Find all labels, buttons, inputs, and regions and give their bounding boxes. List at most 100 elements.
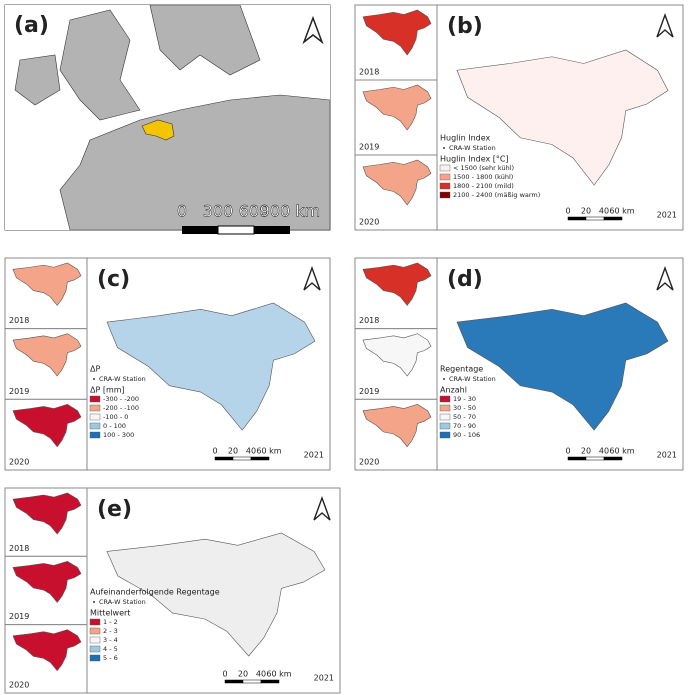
legend-swatch <box>90 423 100 429</box>
scale-label: 60 km <box>609 447 634 456</box>
scale-segment <box>568 457 586 460</box>
main-year: 2021 <box>657 211 677 220</box>
legend-item: 2100 - 2400 (mäßig warm) <box>453 191 540 199</box>
legend-swatch <box>440 432 450 438</box>
scale-label: 40 <box>599 447 609 456</box>
legend-swatch <box>90 414 100 420</box>
scale-label: 0 <box>177 202 187 221</box>
scale-label: 0 <box>212 447 217 456</box>
legend-swatch <box>90 646 100 652</box>
legend-station: CRA-W Station <box>99 375 146 383</box>
scale-label: 60 km <box>609 207 634 216</box>
legend-station-dot <box>93 601 95 603</box>
inset-year: 2018 <box>9 316 29 325</box>
legend-item: 100 - 300 <box>103 431 134 439</box>
legend-title: Huglin Index <box>440 134 491 143</box>
scale-label: 60 km <box>256 447 281 456</box>
legend-swatch <box>440 192 450 198</box>
main-year: 2021 <box>657 451 677 460</box>
legend-swatch <box>90 655 100 661</box>
legend-station: CRA-W Station <box>449 144 496 152</box>
legend-swatch <box>440 414 450 420</box>
legend-item: 90 - 106 <box>453 431 480 439</box>
legend-swatch <box>90 637 100 643</box>
legend-station-dot <box>443 378 445 380</box>
legend-swatch <box>440 183 450 189</box>
inset-year: 2019 <box>9 612 29 621</box>
scale-segment <box>215 457 233 460</box>
main-year: 2021 <box>304 451 324 460</box>
legend-station-dot <box>93 378 95 380</box>
scale-label: 20 <box>238 670 248 679</box>
scale-segment <box>233 457 251 460</box>
legend-item: 1500 - 1800 (kühl) <box>453 173 513 181</box>
legend-item: 4 - 5 <box>103 645 118 653</box>
main-year: 2021 <box>314 674 334 683</box>
scale-segment <box>586 217 604 220</box>
legend-swatch <box>90 628 100 634</box>
figure: (a) 0300600900 km201820192020(b)Huglin I… <box>0 0 688 695</box>
overview-panel: (a) <box>5 5 330 234</box>
inset-year: 2020 <box>9 681 29 690</box>
legend-station-dot <box>443 147 445 149</box>
legend-item: -200 - -100 <box>103 404 139 412</box>
legend-item: 50 - 70 <box>453 413 476 421</box>
legend-item: -100 - 0 <box>103 413 128 421</box>
panel-label: (a) <box>14 13 49 38</box>
legend-title: Aufeinanderfolgende Regentage <box>90 588 220 597</box>
legend-item: 5 - 6 <box>103 654 118 662</box>
legend-subtitle: Anzahl <box>440 386 467 395</box>
scale-segment <box>225 680 243 683</box>
scale-label: 300 <box>203 202 234 221</box>
legend-item: 19 - 30 <box>453 395 476 403</box>
panel-label: (c) <box>97 267 130 292</box>
legend-title: ΔP <box>90 365 100 374</box>
legend-title: Regentage <box>440 365 483 374</box>
inset-year: 2019 <box>359 143 379 152</box>
legend-item: < 1500 (sehr kühl) <box>453 164 514 172</box>
legend-swatch <box>90 396 100 402</box>
scale-label: 0 <box>565 447 570 456</box>
legend-swatch <box>90 405 100 411</box>
legend-item: 1800 - 2100 (mild) <box>453 182 514 190</box>
scale-segment <box>261 680 279 683</box>
legend-subtitle: Mittelwert <box>90 609 130 618</box>
legend-item: 0 - 100 <box>103 422 126 430</box>
scale-segment <box>604 217 622 220</box>
scale-segment <box>586 457 604 460</box>
scale-label: 20 <box>581 447 591 456</box>
scale-label: 0 <box>222 670 227 679</box>
panel-label: (d) <box>447 267 483 292</box>
legend-swatch <box>440 174 450 180</box>
scale-label: 40 <box>246 447 256 456</box>
map-panel: 201820192020(c)ΔPCRA-W StationΔP [mm]-30… <box>5 258 330 470</box>
scale-label: 40 <box>256 670 266 679</box>
legend-item: 3 - 4 <box>103 636 118 644</box>
panel-label: (e) <box>97 497 132 522</box>
scale-label: 0 <box>565 207 570 216</box>
scale-segment <box>243 680 261 683</box>
legend-swatch <box>440 423 450 429</box>
legend-swatch <box>90 619 100 625</box>
scale-label: 900 km <box>260 202 320 221</box>
scale-bar <box>182 226 290 234</box>
inset-year: 2020 <box>359 458 379 467</box>
scale-segment <box>568 217 586 220</box>
legend-station: CRA-W Station <box>99 598 146 606</box>
legend-item: 1 - 2 <box>103 618 118 626</box>
legend-subtitle: Huglin Index [°C] <box>440 155 509 164</box>
scale-label: 20 <box>581 207 591 216</box>
inset-year: 2020 <box>359 218 379 227</box>
scale-label: 40 <box>599 207 609 216</box>
scale-label: 20 <box>228 447 238 456</box>
legend-swatch <box>440 396 450 402</box>
legend-item: 2 - 3 <box>103 627 118 635</box>
legend-item: 30 - 50 <box>453 404 476 412</box>
legend-station: CRA-W Station <box>449 375 496 383</box>
inset-year: 2018 <box>359 316 379 325</box>
map-panel: 201820192020(b)Huglin IndexCRA-W Station… <box>355 5 683 230</box>
inset-year: 2018 <box>359 68 379 77</box>
scale-segment <box>604 457 622 460</box>
